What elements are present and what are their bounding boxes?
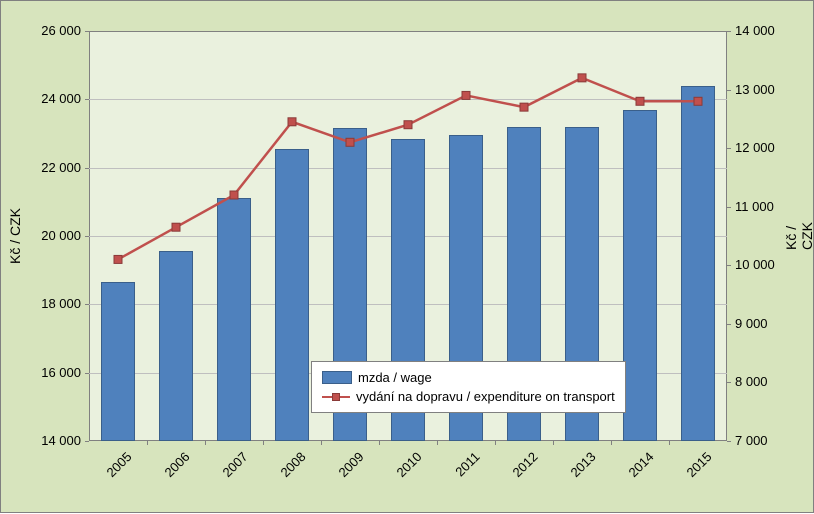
wage-transport-chart: 14 00016 00018 00020 00022 00024 00026 0… bbox=[0, 0, 814, 513]
legend-swatch-bar bbox=[322, 371, 352, 384]
legend-label-bar: mzda / wage bbox=[358, 370, 432, 385]
legend-label-line: vydání na dopravu / expenditure on trans… bbox=[356, 389, 615, 404]
legend: mzda / wage vydání na dopravu / expenditu… bbox=[311, 361, 626, 413]
legend-swatch-line bbox=[322, 390, 350, 404]
transport-line bbox=[1, 1, 814, 514]
